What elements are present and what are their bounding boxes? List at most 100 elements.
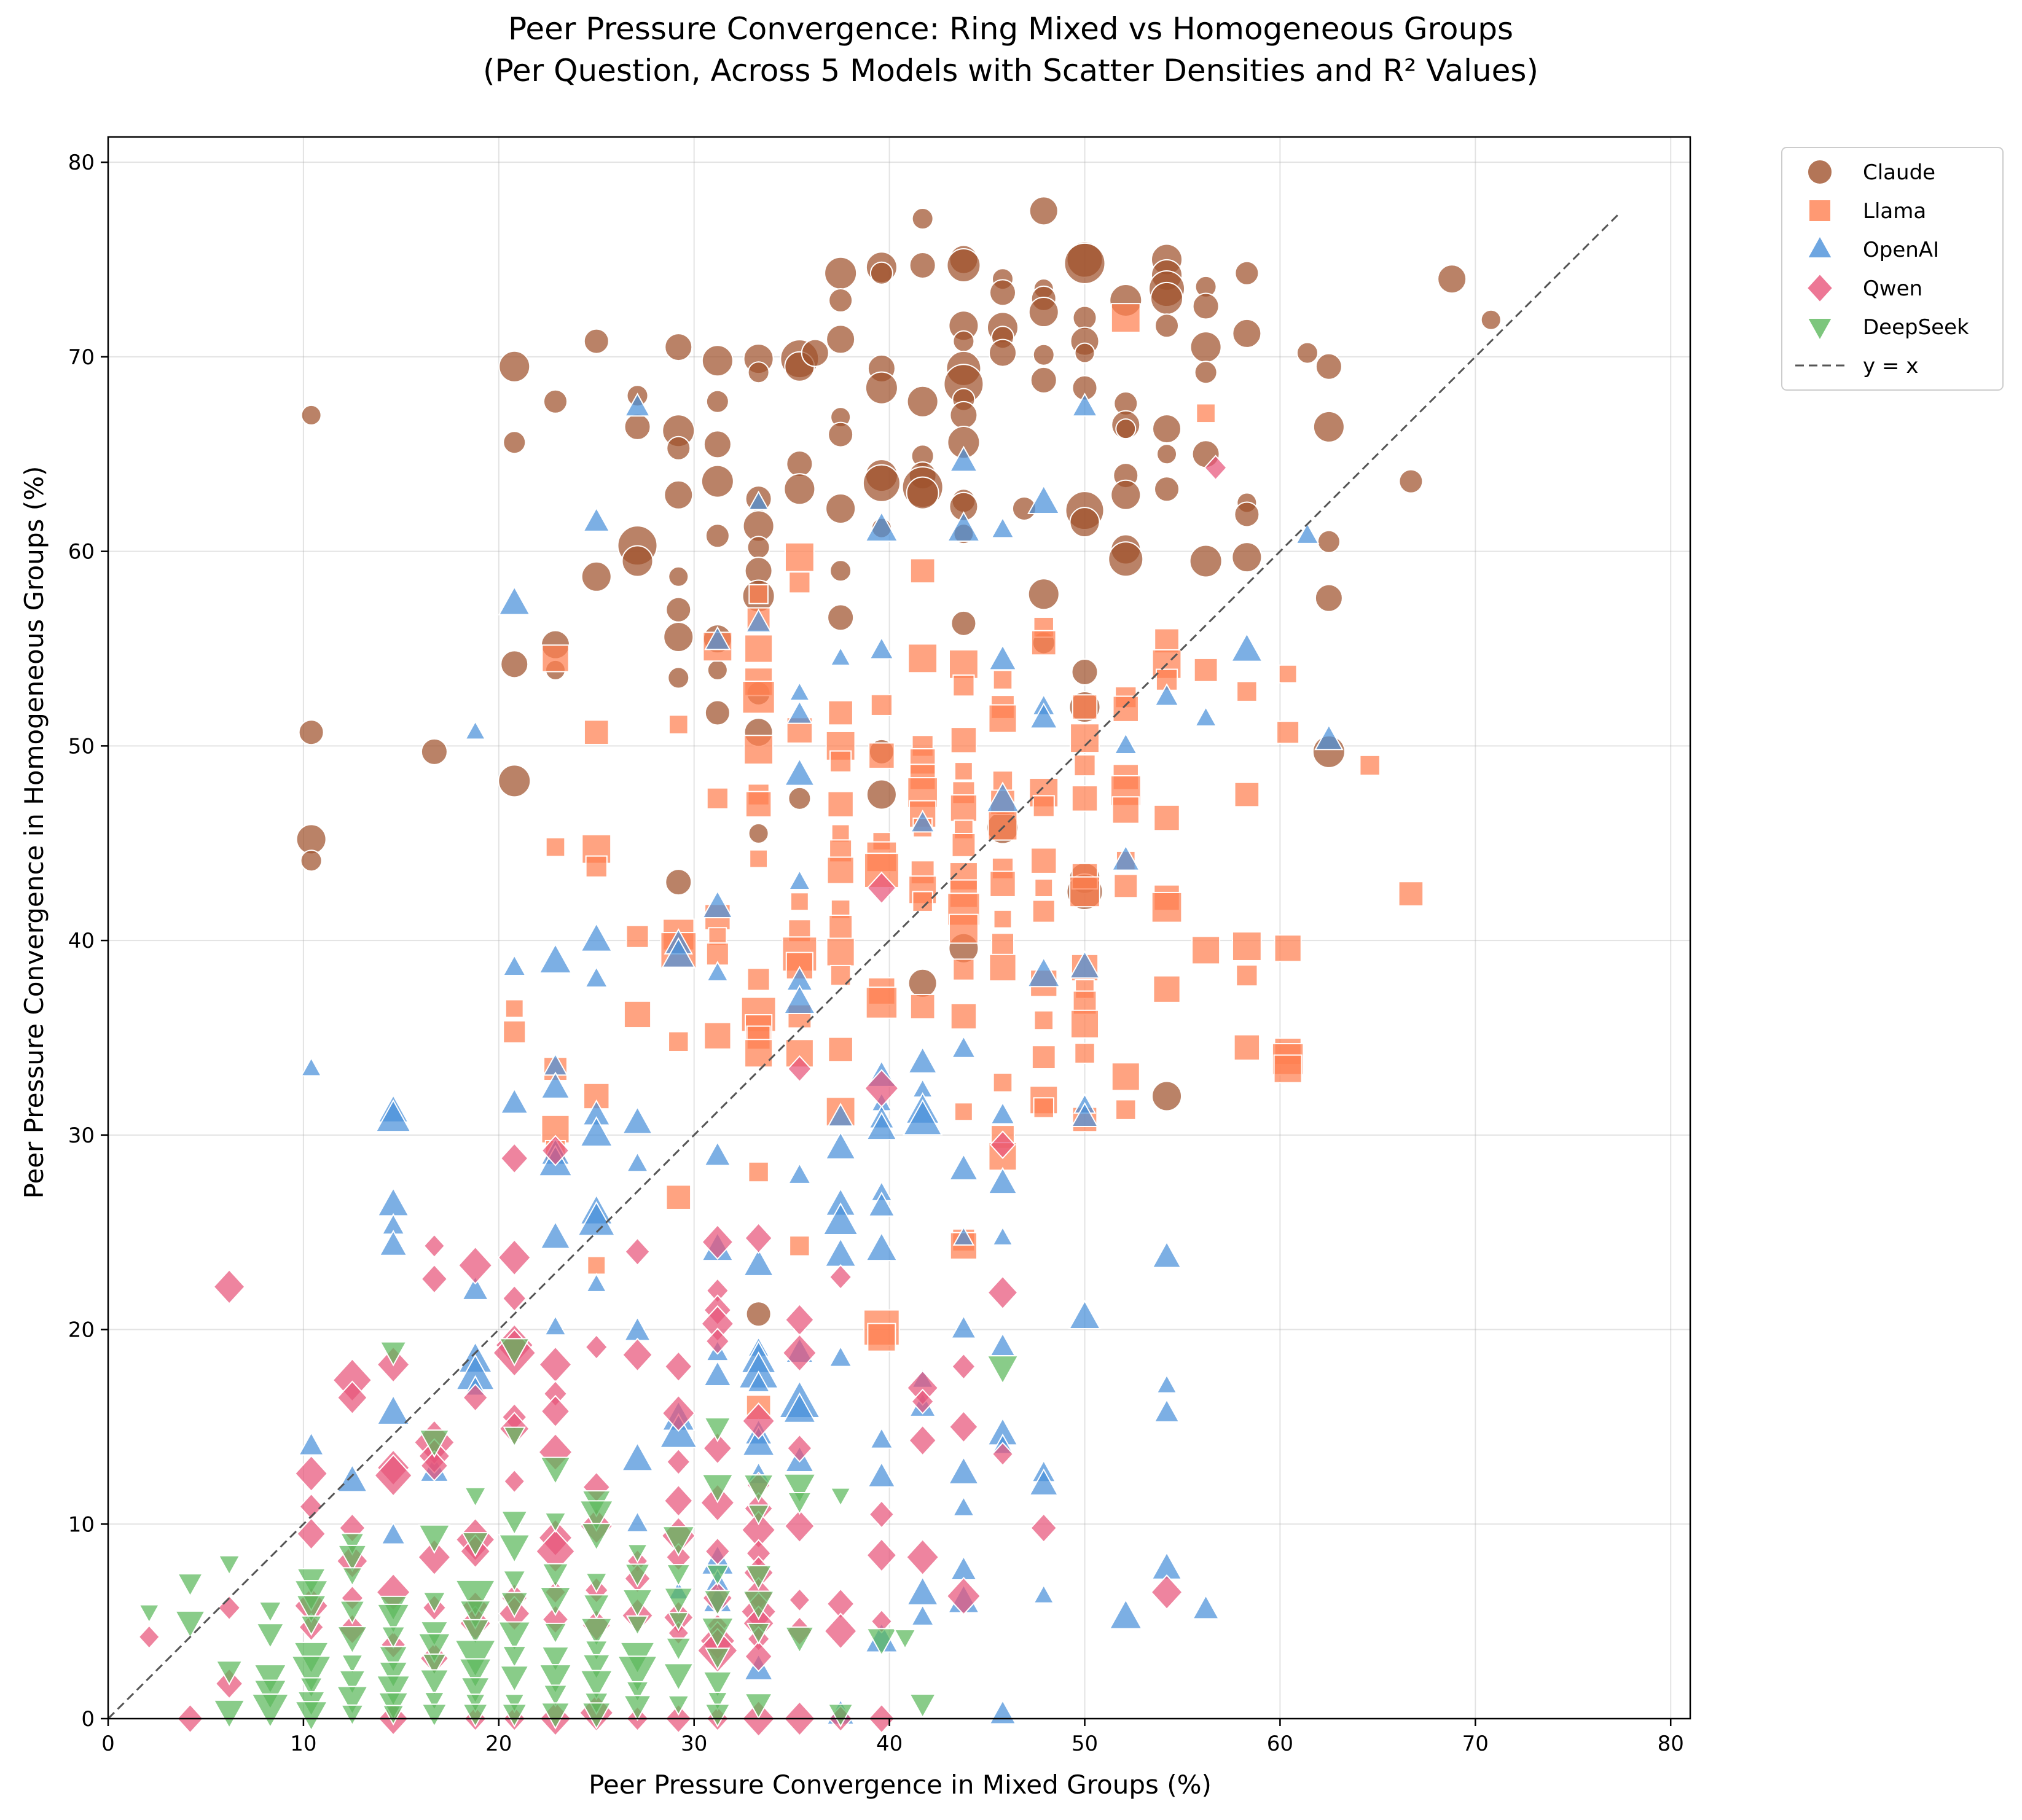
llama-point <box>1030 630 1057 656</box>
deepseek-point <box>540 1702 571 1730</box>
claude-point <box>906 385 939 418</box>
llama-point <box>1274 934 1302 963</box>
openai-point <box>946 511 981 542</box>
claude-point <box>1398 469 1424 494</box>
deepseek-point <box>460 1677 491 1705</box>
qwen-point <box>744 1641 774 1673</box>
deepseek-point <box>299 1615 323 1636</box>
qwen-point <box>661 1394 696 1432</box>
openai-point <box>947 1456 980 1485</box>
llama-point <box>1111 796 1140 824</box>
deepseek-point <box>290 1655 332 1693</box>
claude-point <box>946 248 981 283</box>
y-tick-label: 70 <box>68 345 95 370</box>
deepseek-point <box>497 1621 531 1652</box>
claude-point <box>825 493 856 524</box>
deepseek-point <box>258 1601 283 1623</box>
deepseek-point <box>498 1338 530 1367</box>
deepseek-point <box>581 1702 612 1730</box>
openai-point <box>538 943 573 974</box>
claude-point <box>1156 443 1178 465</box>
llama-point <box>992 670 1013 690</box>
qwen-point <box>823 1612 858 1650</box>
llama-point <box>828 1036 853 1063</box>
claude-point <box>1071 658 1099 686</box>
openai-point <box>375 1099 412 1133</box>
deepseek-point <box>538 1664 573 1695</box>
claude-point <box>300 849 323 872</box>
x-tick-label: 60 <box>1267 1732 1293 1756</box>
claude-point <box>864 371 898 405</box>
openai-point <box>865 1232 898 1262</box>
claude-point <box>866 779 897 810</box>
llama-point <box>868 742 895 769</box>
llama-point <box>828 700 853 726</box>
qwen-point <box>663 1484 694 1518</box>
llama-point <box>745 791 772 818</box>
qwen-point <box>868 1500 895 1529</box>
deepseek-point <box>582 1654 611 1681</box>
deepseek-point <box>585 1572 608 1593</box>
openai-point <box>746 1370 771 1392</box>
y-axis-ticks: 0 10 20 30 40 50 60 70 80 <box>68 150 108 1732</box>
deepseek-point <box>625 1681 650 1703</box>
llama-point <box>1191 935 1221 965</box>
openai-point <box>906 1576 939 1606</box>
qwen-point <box>622 1337 654 1372</box>
claude-point <box>1064 242 1106 284</box>
deepseek-point <box>663 1587 694 1615</box>
deepseek-point <box>829 1487 852 1507</box>
claude-point <box>907 968 938 998</box>
claude-point <box>668 566 689 587</box>
llama-point <box>1196 403 1216 424</box>
openai-point <box>824 1237 857 1267</box>
openai-point <box>1156 1373 1178 1394</box>
claude-point <box>503 431 527 455</box>
claude-point <box>801 338 829 367</box>
deepseek-point <box>378 1646 409 1674</box>
llama-point <box>992 770 1014 792</box>
openai-point <box>1068 950 1101 979</box>
x-tick-label: 70 <box>1462 1732 1489 1756</box>
openai-point <box>828 1345 853 1367</box>
deepseek-point <box>421 1653 447 1677</box>
qwen-point <box>787 1055 812 1083</box>
llama-point <box>992 1072 1013 1093</box>
llama-point <box>950 1002 978 1030</box>
deepseek-point <box>500 1510 528 1536</box>
llama-point <box>749 849 769 869</box>
llama-point <box>1236 681 1258 702</box>
claude-point <box>1317 529 1341 553</box>
llama-point <box>789 1235 810 1257</box>
claude-point <box>952 330 975 353</box>
deepseek-point <box>544 1512 567 1533</box>
claude-point <box>1480 309 1502 330</box>
claude-point <box>1028 297 1059 328</box>
openai-point <box>1108 1598 1143 1630</box>
legend: Claude Llama OpenAI Qwen DeepSeek y = x <box>1781 147 2004 391</box>
deepseek-point <box>423 1692 445 1711</box>
qwen-point <box>866 871 897 905</box>
legend-label: Claude <box>1863 160 1935 185</box>
llama-point <box>1033 1010 1054 1031</box>
claude-point <box>1032 343 1055 366</box>
llama-point <box>1234 781 1260 808</box>
qwen-point <box>664 1351 693 1383</box>
claude-point <box>1115 418 1137 440</box>
qwen-point <box>462 1383 488 1412</box>
llama-point <box>1110 303 1141 333</box>
deepseek-point <box>340 1654 364 1675</box>
qwen-point <box>705 1327 731 1355</box>
y-tick-label: 30 <box>68 1123 95 1148</box>
openai-point <box>745 608 772 633</box>
llama-point <box>950 727 978 754</box>
openai-point <box>464 720 487 740</box>
llama-point <box>989 870 1016 897</box>
chart-title-line-1: Peer Pressure Convergence: Ring Mixed vs… <box>508 11 1513 47</box>
y-tick-label: 0 <box>81 1707 95 1732</box>
openai-point <box>787 1162 812 1184</box>
deepseek-point <box>626 1544 649 1564</box>
openai-point <box>782 1392 817 1423</box>
openai-point <box>822 1202 859 1235</box>
llama-point <box>952 958 975 981</box>
